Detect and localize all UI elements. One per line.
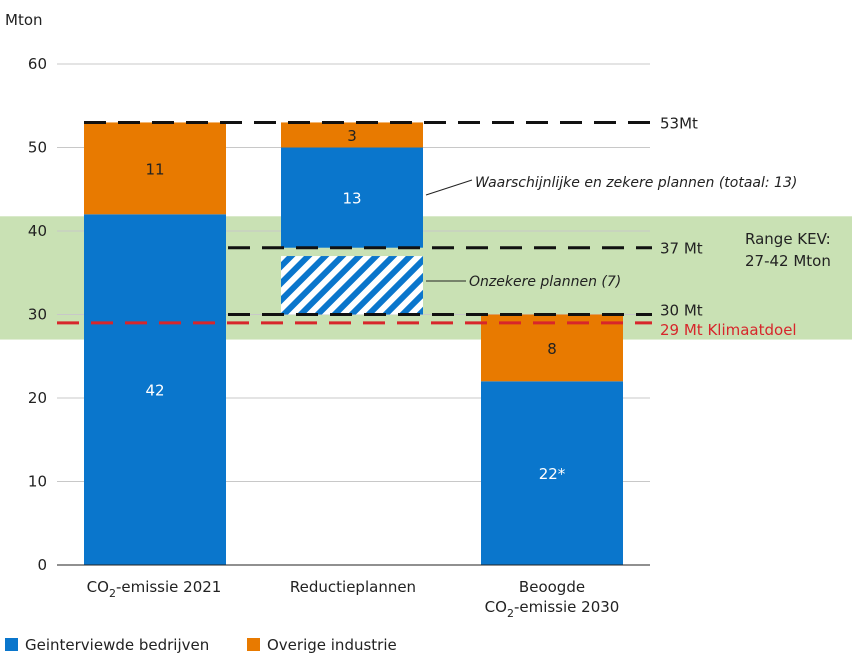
bar-0-segment-0: [84, 214, 226, 566]
annotation-leader-likely: [425, 179, 473, 196]
annotation-uncertain-plans: Onzekere plannen (7): [426, 274, 621, 290]
axes: 0 10 20 30 40 50 60: [28, 55, 650, 574]
bar-2-label-1: 8: [547, 340, 557, 358]
reference-label-1: 37 Mt: [660, 240, 703, 258]
category-label-1: Reductieplannen: [290, 578, 416, 596]
y-tick-label: 0: [37, 556, 47, 574]
bars: 42 11 13 3 22* 8: [84, 122, 623, 566]
cat2-rest: -emissie 2030: [514, 598, 619, 616]
annotation-likely-plans: Waarschijnlijke en zekere plannen (totaa…: [425, 175, 797, 196]
bar-1-label-2: 3: [347, 127, 357, 145]
category-label-2: Beoogde CO2-emissie 2030: [485, 578, 620, 620]
legend-label-blue: Geinterviewde bedrijven: [25, 636, 209, 654]
legend-swatch-blue: [5, 638, 18, 651]
cat2-co: CO: [485, 598, 507, 616]
range-band-label-line1: Range KEV:: [745, 230, 831, 248]
y-tick-label: 30: [28, 306, 47, 324]
svg-text:CO2-emissie 2021: CO2-emissie 2021: [87, 578, 222, 600]
cat0-co: CO: [87, 578, 109, 596]
cat1-text: Reductieplannen: [290, 578, 416, 596]
y-tick-label: 50: [28, 139, 47, 157]
annotation-likely-text: Waarschijnlijke en zekere plannen (totaa…: [475, 175, 797, 191]
range-band-label-line2: 27-42 Mton: [745, 252, 831, 270]
cat0-rest: -emissie 2021: [116, 578, 221, 596]
cat0-sub: 2: [109, 587, 116, 600]
bar-1-label-1: 13: [342, 190, 361, 208]
bar-1-segment-0: [281, 256, 423, 315]
cat2-line1: Beoogde: [519, 578, 585, 596]
category-label-0: CO2-emissie 2021: [87, 578, 222, 600]
reference-label-3: 29 Mt Klimaatdoel: [660, 321, 797, 339]
bar-1-segment-1: [281, 147, 423, 248]
y-axis-label: Mton: [5, 11, 43, 29]
bar-2-segment-0: [481, 381, 623, 565]
svg-text:CO2-emissie 2030: CO2-emissie 2030: [485, 598, 620, 620]
legend-swatch-orange: [247, 638, 260, 651]
bar-2-segment-1: [481, 314, 623, 382]
bar-0-label-1: 11: [145, 160, 164, 178]
reference-label-2: 30 Mt: [660, 302, 703, 320]
cat2-sub: 2: [507, 607, 514, 620]
bar-0-label-0: 42: [145, 382, 164, 400]
y-tick-label: 10: [28, 473, 47, 491]
bar-0-segment-1: [84, 122, 226, 215]
y-tick-label: 20: [28, 389, 47, 407]
reference-label-0: 53Mt: [660, 114, 698, 132]
annotation-uncertain-text: Onzekere plannen (7): [469, 274, 621, 290]
bar-2-label-0: 22*: [539, 465, 566, 483]
legend-label-orange: Overige industrie: [267, 636, 397, 654]
bar-1-segment-2: [281, 122, 423, 148]
y-tick-label: 60: [28, 55, 47, 73]
y-tick-label: 40: [28, 222, 47, 240]
legend: Geinterviewde bedrijven Overige industri…: [5, 636, 397, 654]
